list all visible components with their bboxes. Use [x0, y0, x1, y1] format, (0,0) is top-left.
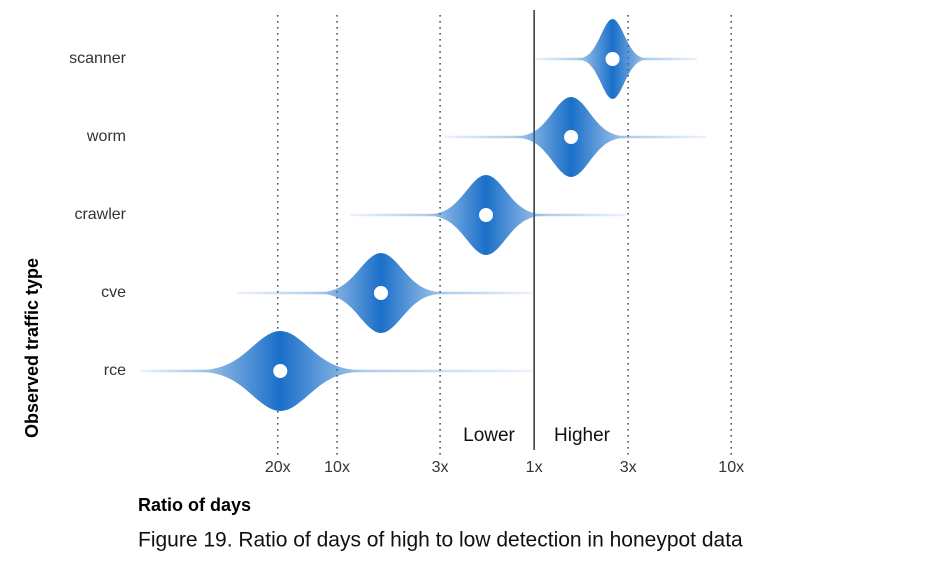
y-axis-label: Observed traffic type — [22, 258, 42, 438]
category-label: scanner — [69, 50, 127, 67]
x-tick-label: 20x — [265, 459, 291, 476]
caption: Figure 19. Ratio of days of high to low … — [138, 529, 743, 552]
median-dot — [373, 286, 388, 300]
violin — [140, 331, 535, 411]
x-axis-label: Ratio of days — [138, 495, 251, 515]
category-label: worm — [86, 128, 126, 145]
x-tick-label: 10x — [324, 459, 350, 476]
median-dot — [564, 130, 579, 144]
x-tick-label: 3x — [432, 459, 449, 476]
x-tick-label: 3x — [620, 459, 637, 476]
annotation: Lower — [463, 425, 515, 446]
category-label: rce — [104, 362, 126, 379]
median-dot — [605, 52, 620, 66]
x-tick-label: 10x — [718, 459, 744, 476]
median-dot — [479, 208, 494, 222]
x-tick-label: 1x — [526, 459, 543, 476]
annotation: Higher — [554, 425, 611, 446]
median-dot — [273, 364, 288, 378]
category-label: cve — [101, 284, 126, 301]
category-label: crawler — [74, 206, 126, 223]
